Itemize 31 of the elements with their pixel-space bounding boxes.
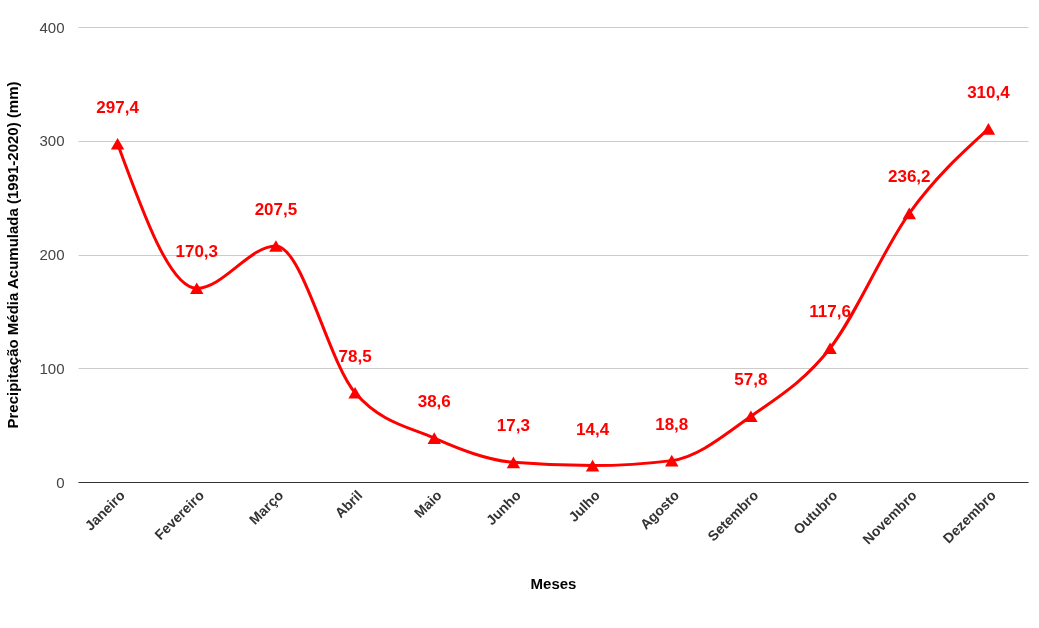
y-tick-label: 200 [39, 246, 65, 263]
y-tick-label: 100 [39, 359, 65, 377]
data-label: 18,8 [655, 414, 689, 434]
point [427, 432, 441, 444]
point [506, 456, 521, 469]
y-tick-label: 0 [56, 473, 65, 491]
data-label: 236,2 [887, 167, 931, 187]
x-axis-title: Meses [530, 575, 577, 593]
y-tick-label: 300 [39, 132, 65, 150]
point [585, 459, 600, 472]
point [665, 454, 679, 467]
point [269, 240, 283, 252]
data-label: 117,6 [809, 302, 851, 322]
data-label: 310,4 [967, 82, 1011, 102]
point [823, 342, 837, 355]
data-label: 57,8 [734, 370, 768, 390]
point [190, 282, 204, 295]
data-label: 14,4 [576, 419, 610, 439]
data-label: 170,3 [175, 242, 219, 262]
point [981, 123, 996, 135]
point [744, 410, 758, 423]
data-label: 38,6 [417, 392, 451, 412]
point [348, 386, 362, 399]
y-tick-label: 400 [39, 18, 65, 36]
data-label: 297,4 [96, 97, 140, 117]
data-label: 78,5 [338, 346, 372, 366]
point [902, 207, 916, 220]
point [110, 137, 125, 150]
y-axis-title: Precipitação Média Acumulada (1991-2020) (mm) [4, 81, 22, 429]
data-label: 17,3 [496, 416, 530, 436]
data-label: 207,5 [254, 199, 298, 219]
